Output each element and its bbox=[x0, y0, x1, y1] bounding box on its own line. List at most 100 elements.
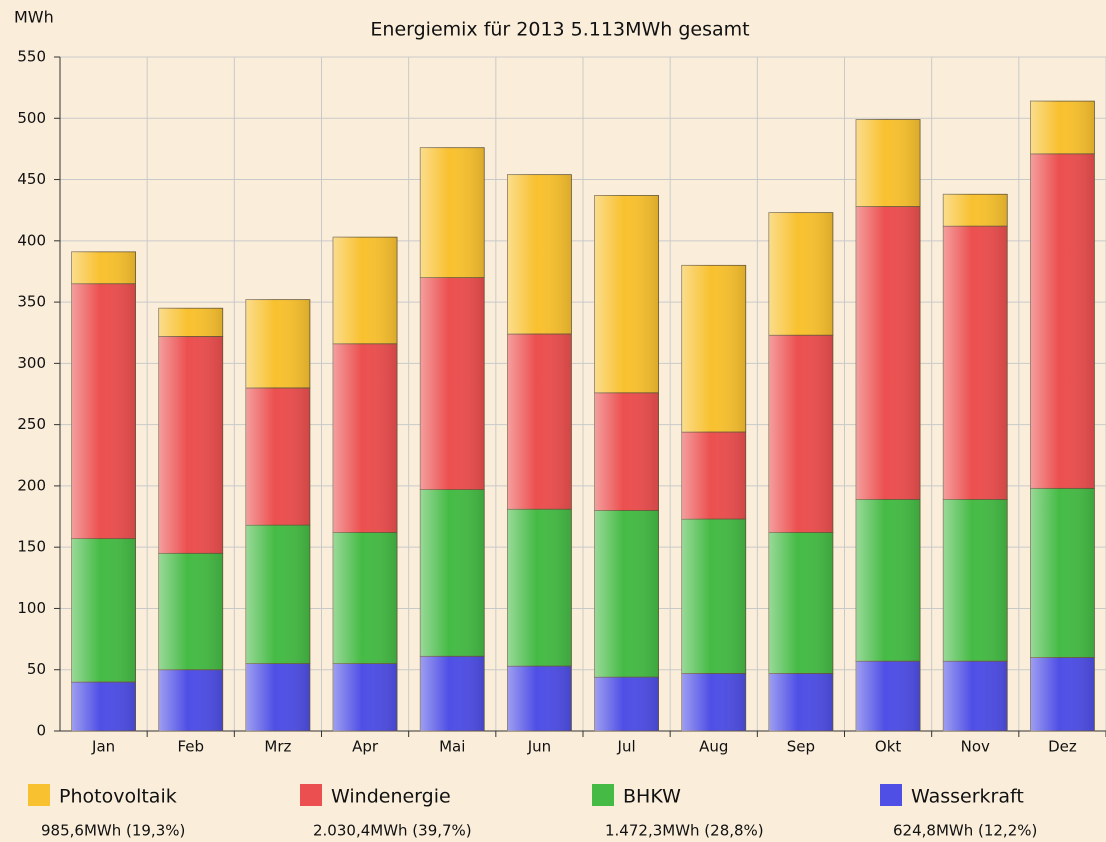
bar-segment bbox=[245, 524, 311, 665]
bar-segment bbox=[332, 663, 398, 732]
bar-segment bbox=[594, 195, 659, 394]
bar-shade bbox=[158, 308, 223, 337]
bar-segment bbox=[419, 489, 485, 657]
bar-shade bbox=[1030, 488, 1095, 658]
bar-segment bbox=[768, 212, 834, 336]
bar-shade bbox=[333, 237, 398, 344]
bar-segment bbox=[1030, 657, 1095, 732]
bar-segment bbox=[507, 174, 572, 335]
legend-label: Photovoltaik bbox=[59, 786, 177, 808]
bar-shade bbox=[420, 489, 485, 657]
bar-segment bbox=[768, 532, 834, 674]
bar-shade bbox=[681, 265, 746, 432]
bar-segment bbox=[245, 299, 311, 389]
bar-segment bbox=[71, 538, 136, 683]
bar-segment bbox=[71, 251, 136, 285]
bar-segment bbox=[594, 676, 659, 732]
legend-swatch bbox=[592, 784, 614, 806]
bar-shade bbox=[594, 510, 659, 678]
bar-shade bbox=[507, 509, 572, 667]
bar-segment bbox=[942, 498, 1008, 662]
bar-segment bbox=[768, 334, 834, 533]
bar-segment bbox=[855, 660, 921, 732]
bar-segment bbox=[245, 663, 311, 732]
bar-shade bbox=[333, 532, 398, 664]
y-tick-label: 350 bbox=[17, 293, 46, 311]
legend-swatch bbox=[28, 784, 50, 806]
bar-shade bbox=[245, 525, 310, 664]
legend-swatch bbox=[300, 784, 322, 806]
bar-segment bbox=[942, 193, 1008, 227]
bar-segment bbox=[332, 532, 398, 665]
y-tick-label: 500 bbox=[17, 109, 46, 127]
bar-shade bbox=[594, 392, 659, 511]
bar-segment bbox=[158, 307, 224, 337]
bar-shade bbox=[71, 283, 136, 539]
x-tick-label: Jun bbox=[527, 738, 551, 756]
bar-shade bbox=[768, 532, 833, 674]
bar-shade bbox=[158, 669, 223, 731]
x-tick-label: Feb bbox=[177, 738, 204, 756]
bar-shade bbox=[158, 336, 223, 554]
y-tick-label: 0 bbox=[36, 722, 46, 740]
bar-segment bbox=[1030, 487, 1095, 658]
bar-segment bbox=[681, 264, 747, 433]
bar-segment bbox=[681, 673, 747, 732]
bar-shade bbox=[594, 195, 659, 393]
bar-shade bbox=[856, 119, 921, 207]
y-tick-label: 50 bbox=[27, 660, 46, 678]
bar-segment bbox=[419, 655, 485, 732]
bar-segment bbox=[768, 673, 834, 732]
bar-shade bbox=[507, 666, 572, 731]
y-axis-label: MWh bbox=[14, 8, 54, 27]
y-tick-label: 550 bbox=[17, 48, 46, 66]
legend-summary: 624,8MWh (12,2%) bbox=[893, 822, 1037, 840]
bar-segment bbox=[1030, 100, 1095, 155]
bar-shade bbox=[768, 335, 833, 533]
bar-shade bbox=[681, 518, 746, 674]
bar-shade bbox=[768, 212, 833, 336]
bar-segment bbox=[594, 510, 659, 678]
bar-segment bbox=[419, 147, 485, 278]
legend-label: BHKW bbox=[623, 786, 681, 808]
bar-shade bbox=[943, 661, 1008, 731]
bar-segment bbox=[855, 206, 921, 500]
legend-summary: 1.472,3MWh (28,8%) bbox=[605, 822, 764, 840]
legend-label: Wasserkraft bbox=[911, 786, 1024, 808]
bar-segment bbox=[1030, 153, 1095, 489]
bar-shade bbox=[768, 673, 833, 731]
x-tick-label: Apr bbox=[352, 738, 379, 756]
bar-shade bbox=[71, 251, 136, 284]
bar-segment bbox=[681, 431, 747, 520]
bar-segment bbox=[158, 336, 224, 554]
bar-shade bbox=[507, 174, 572, 334]
bar-segment bbox=[855, 498, 921, 662]
y-tick-label: 400 bbox=[17, 231, 46, 249]
bar-shade bbox=[856, 661, 921, 731]
legend-swatch bbox=[880, 784, 902, 806]
bar-segment bbox=[245, 387, 311, 526]
bar-segment bbox=[71, 681, 136, 732]
bar-shade bbox=[943, 499, 1008, 662]
y-tick-label: 450 bbox=[17, 170, 46, 188]
x-tick-label: Sep bbox=[787, 738, 815, 756]
x-tick-label: Jul bbox=[617, 738, 636, 756]
bar-segment bbox=[594, 392, 659, 511]
y-tick-label: 200 bbox=[17, 476, 46, 494]
legend-summary: 985,6MWh (19,3%) bbox=[41, 822, 185, 840]
bar-segment bbox=[71, 283, 136, 540]
x-tick-label: Mai bbox=[439, 738, 465, 756]
x-tick-label: Jan bbox=[91, 738, 115, 756]
legend-label: Windenergie bbox=[331, 786, 451, 808]
bar-shade bbox=[420, 277, 485, 490]
bar-segment bbox=[158, 669, 224, 732]
bar-shade bbox=[71, 538, 136, 682]
bar-shade bbox=[507, 333, 572, 510]
bar-shade bbox=[333, 343, 398, 533]
bar-shade bbox=[420, 147, 485, 278]
chart-title: Energiemix für 2013 5.113MWh gesamt bbox=[370, 19, 749, 41]
x-tick-label: Nov bbox=[961, 738, 990, 756]
bar-shade bbox=[245, 387, 310, 526]
x-tick-label: Aug bbox=[699, 738, 728, 756]
